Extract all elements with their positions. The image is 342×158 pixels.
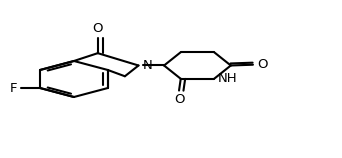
Text: N: N [143, 59, 152, 72]
Text: O: O [93, 22, 103, 35]
Text: F: F [10, 82, 17, 94]
Text: NH: NH [218, 72, 238, 85]
Text: O: O [174, 93, 184, 106]
Text: O: O [258, 58, 268, 71]
